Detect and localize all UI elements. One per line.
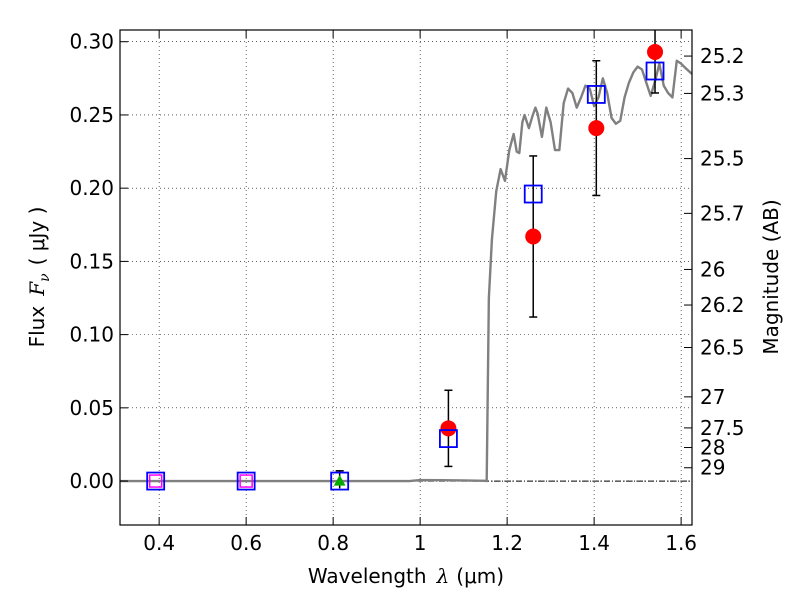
observed-point — [525, 228, 542, 245]
model-spectrum-line — [120, 59, 692, 483]
y-axis-title-subscript: ν — [37, 273, 53, 282]
y-axis-title: Flux Fν ( μJy ) — [25, 207, 53, 348]
y2-axis-title: Magnitude (AB) — [759, 199, 783, 354]
y2-tick-label: 27.5 — [700, 416, 745, 440]
y2-tick-label: 25.2 — [700, 44, 745, 68]
y2-tick-label: 26.2 — [700, 293, 745, 317]
observed-point — [440, 420, 457, 437]
triangle-point — [333, 475, 346, 486]
model-photometry-square — [645, 61, 665, 81]
x-axis-title-symbol: λ — [436, 564, 450, 588]
y2-tick-label: 26 — [700, 257, 725, 281]
y-tick-label: 0.10 — [69, 323, 114, 347]
y2-tick-label: 26.5 — [700, 336, 745, 360]
y2-tick-label: 28 — [700, 436, 725, 460]
x-axis-title: Wavelength λ (μm) — [308, 564, 504, 588]
y-tick-label: 0.20 — [69, 176, 114, 200]
x-tick-label: 0.4 — [143, 531, 175, 555]
y-axis-title-word: Flux — [25, 306, 49, 348]
ticks: 0.4 0.6 0.8 1 1.2 1.4 1.6 0.00 0.05 0.10 0.15 0.20 0… — [69, 30, 744, 555]
nondetection-marker — [148, 474, 163, 488]
y-tick-label: 0.30 — [69, 30, 114, 54]
y-tick-label: 0.15 — [69, 249, 114, 273]
y-axis-title-symbol: F — [25, 281, 49, 297]
y-axis-title-unit: ( μJy ) — [25, 207, 49, 266]
y2-tick-label: 27 — [700, 385, 725, 409]
x-tick-label: 1.2 — [491, 531, 523, 555]
y-tick-label: 0.25 — [69, 103, 114, 127]
x-tick-label: 0.8 — [317, 531, 349, 555]
model-photometry-square — [439, 429, 458, 448]
y-tick-label: 0.00 — [69, 469, 114, 493]
y2-tick-label: 29 — [700, 456, 725, 480]
y-tick-label: 0.05 — [69, 396, 114, 420]
model-photometry-square — [330, 471, 350, 491]
x-tick-label: 0.6 — [230, 531, 262, 555]
y2-tick-label: 25.7 — [700, 201, 745, 225]
plot-area — [120, 30, 692, 525]
x-axis-title-word: Wavelength — [308, 564, 427, 588]
plot-layer — [120, 30, 692, 491]
nondetection-marker — [239, 474, 253, 488]
observed-point — [647, 43, 664, 60]
plot-frame — [119, 29, 693, 526]
x-tick-label: 1.6 — [665, 531, 697, 555]
model-photometry-square — [236, 471, 256, 491]
y2-tick-label: 25.5 — [700, 147, 745, 171]
x-tick-label: 1 — [414, 531, 427, 555]
x-axis-title-unit: (μm) — [456, 564, 504, 588]
model-photometry-square — [146, 471, 166, 491]
observed-point — [588, 120, 605, 137]
model-photometry-square — [586, 85, 606, 104]
y2-tick-label: 25.3 — [700, 81, 745, 105]
model-photometry-square — [523, 184, 543, 204]
x-tick-label: 1.4 — [578, 531, 610, 555]
